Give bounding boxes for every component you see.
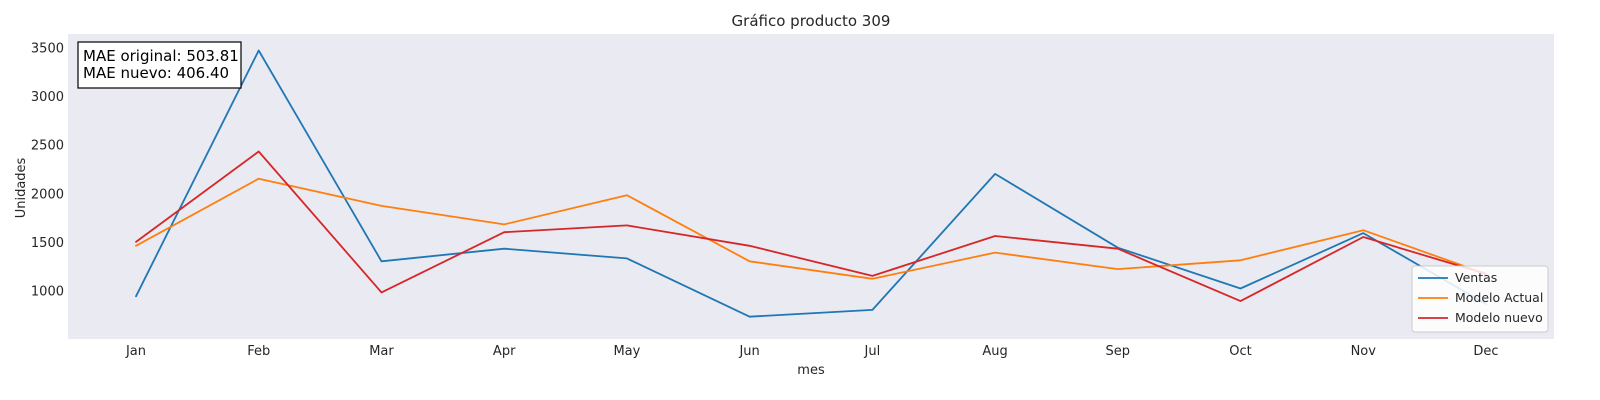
y-axis-label: Unidades [14,157,29,218]
annotation-line-1: MAE original: 503.81 [83,47,239,65]
annotation-box [77,41,242,89]
x-axis-label: mes [797,363,825,378]
x-tick-label: May [613,344,640,359]
x-tick-label: Jan [125,344,146,359]
y-tick-label: 1000 [31,284,64,299]
series-line-ventas [135,49,1487,318]
x-tick-label: Jun [738,344,759,359]
series-line-modelo-actual [135,177,1487,280]
y-tick-label: 3500 [31,42,64,57]
legend-label: Modelo Actual [1455,290,1543,305]
x-tick-label: Dec [1473,344,1498,359]
x-tick-label: Feb [247,344,270,359]
plot-area [68,34,1554,339]
y-tick-label: 2500 [31,139,64,154]
x-tick-label: Nov [1351,344,1377,359]
x-tick-label: Oct [1229,344,1251,359]
series-lines [135,49,1487,318]
chart-title: Gráfico producto 309 [732,12,891,30]
x-tick-label: Mar [369,344,394,359]
legend-box [1411,265,1549,333]
y-tick-label: 1500 [31,236,64,251]
x-tick-label: Sep [1106,344,1131,359]
legend: Ventas Modelo Actual Modelo nuevo [1411,265,1549,333]
y-tick-label: 2000 [31,187,64,202]
x-tick-label: Aug [982,344,1007,359]
mae-annotation: MAE original: 503.81 MAE nuevo: 406.40 [77,41,242,89]
legend-label: Modelo nuevo [1455,310,1543,325]
annotation-line-2: MAE nuevo: 406.40 [83,64,229,82]
x-axis: Jan Feb Mar Apr May Jun Jul Aug Sep Oct Nov Dec [125,344,1499,359]
y-tick-label: 3000 [31,90,64,105]
x-tick-label: Jul [864,344,881,359]
legend-label: Ventas [1455,270,1497,285]
y-axis: 1000 1500 2000 2500 3000 3500 [31,42,64,300]
series-line-modelo-nuevo [135,150,1487,303]
x-tick-label: Apr [493,344,516,359]
